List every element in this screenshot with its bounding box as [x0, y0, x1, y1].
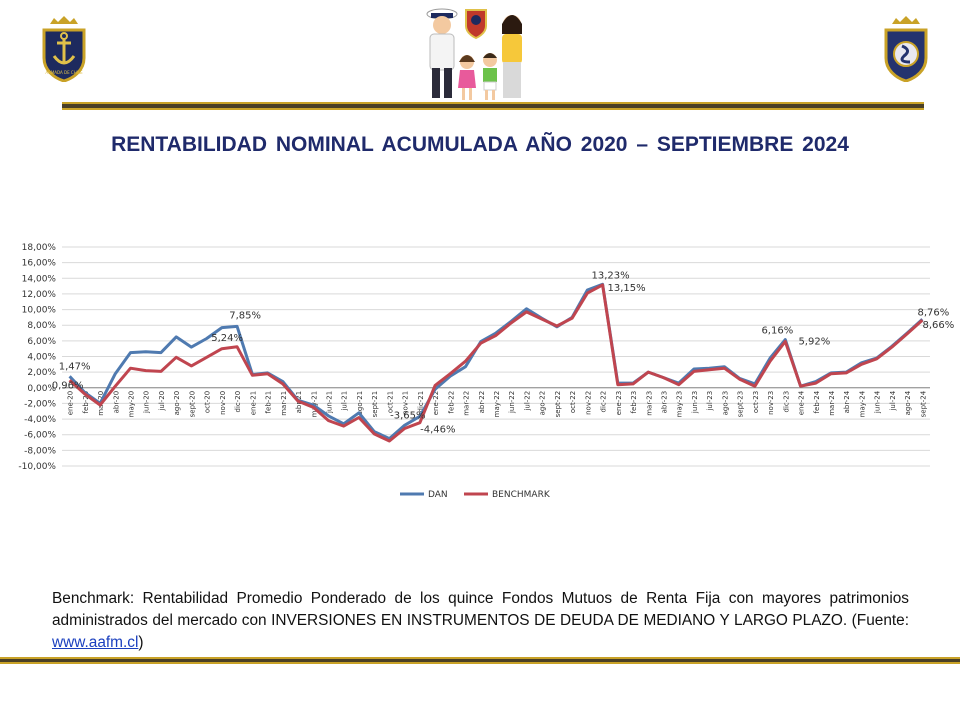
x-tick-label: feb-21 [265, 391, 273, 414]
header-divider [62, 102, 924, 110]
x-tick-label: may-22 [493, 391, 501, 418]
x-tick-label: dic-23 [782, 391, 790, 413]
y-tick-label: -10,00% [18, 462, 56, 472]
x-tick-label: oct-20 [204, 391, 212, 413]
x-tick-label: jul-22 [523, 391, 531, 412]
x-tick-label: jul-20 [158, 391, 166, 412]
y-tick-label: 12,00% [22, 290, 57, 300]
x-tick-label: ago-20 [173, 391, 181, 416]
x-tick-label: jun-21 [325, 391, 333, 414]
y-tick-label: 8,00% [27, 321, 56, 331]
y-tick-label: -4,00% [24, 415, 56, 425]
y-tick-label: 0,00% [27, 384, 56, 394]
x-tick-label: ene-20 [67, 391, 75, 415]
x-tick-label: dic-21 [417, 391, 425, 413]
x-tick-label: abr-23 [661, 391, 669, 414]
data-label: -4,46% [420, 425, 455, 436]
x-tick-label: jun-24 [874, 390, 882, 414]
data-label: 8,76% [917, 307, 949, 318]
navy-anchor-shield-icon: ARMADA DE CHILE [40, 16, 88, 83]
x-tick-label: sept-20 [188, 391, 196, 418]
page-title: RENTABILIDAD NOMINAL ACUMULADA AÑO 2020 … [111, 133, 849, 156]
x-tick-label: mar-21 [280, 391, 288, 416]
x-tick-label: nov-22 [584, 391, 592, 415]
x-tick-label: dic-22 [600, 391, 608, 413]
y-tick-label: 10,00% [22, 306, 57, 316]
x-tick-label: ene-23 [615, 391, 623, 415]
x-tick-label: mar-22 [463, 391, 471, 416]
x-tick-label: ago-22 [539, 391, 547, 416]
x-tick-label: ene-24 [798, 390, 806, 415]
x-tick-label: oct-22 [569, 391, 577, 413]
x-tick-label: mar-23 [645, 391, 653, 416]
x-tick-label: ago-24 [904, 390, 912, 415]
x-tick-label: ene-21 [249, 391, 257, 415]
x-tick-label: mar-24 [828, 390, 836, 416]
x-tick-label: ene-22 [432, 391, 440, 415]
x-tick-label: oct-23 [752, 391, 760, 413]
benchmark-footnote: Benchmark: Rentabilidad Promedio Pondera… [52, 588, 909, 654]
navy-family-illustration-icon [412, 4, 532, 102]
logo-left-text: ARMADA DE CHILE [45, 70, 83, 75]
data-label: -3,65% [390, 410, 425, 421]
data-label: 6,16% [761, 326, 793, 337]
y-tick-label: 14,00% [22, 274, 57, 284]
source-link[interactable]: www.aafm.cl [52, 634, 139, 651]
data-label: 0,96% [52, 380, 84, 391]
x-tick-label: jun-22 [508, 391, 516, 414]
y-tick-label: -2,00% [24, 399, 56, 409]
x-tick-label: abr-24 [843, 390, 851, 413]
footer-divider [0, 657, 960, 664]
x-tick-label: sept-21 [371, 391, 379, 418]
navy-seal-shield-icon [882, 16, 930, 83]
x-tick-label: jul-24 [889, 390, 897, 411]
x-tick-label: feb-20 [82, 391, 90, 414]
y-tick-label: 2,00% [27, 368, 56, 378]
x-tick-label: nov-21 [402, 391, 410, 415]
y-tick-label: 4,00% [27, 353, 56, 363]
data-label: 5,92% [798, 336, 830, 347]
x-tick-label: nov-23 [767, 391, 775, 415]
x-tick-label: sept-24 [919, 390, 927, 417]
y-tick-label: 16,00% [22, 259, 57, 269]
x-tick-label: jun-23 [691, 391, 699, 414]
y-tick-label: -6,00% [24, 431, 56, 441]
line-chart: 18,00% 16,00% 14,00% 12,00% 10,00% 8,00% 6,00%… [0, 230, 960, 510]
x-tick-label: sept-22 [554, 391, 562, 418]
x-tick-label: oct-21 [386, 391, 394, 413]
x-tick-label: may-20 [128, 391, 136, 418]
x-tick-label: feb-23 [630, 391, 638, 414]
x-tick-label: ago-21 [356, 391, 364, 416]
data-label: 13,15% [608, 283, 646, 294]
x-tick-label: feb-22 [447, 391, 455, 414]
data-label: 5,24% [211, 333, 243, 344]
x-tick-label: feb-24 [813, 390, 821, 413]
x-tick-label: dic-20 [234, 391, 242, 413]
legend-label-dan: DAN [428, 490, 448, 500]
x-tick-label: jun-20 [143, 391, 151, 414]
x-tick-label: abr-20 [112, 391, 120, 414]
data-label: 7,85% [229, 310, 261, 321]
x-tick-label: abr-22 [478, 391, 486, 414]
x-tick-label: nov-20 [219, 391, 227, 415]
data-label: 1,47% [59, 361, 91, 372]
x-tick-label: jul-21 [341, 391, 349, 412]
x-tick-label: may-24 [858, 390, 866, 417]
data-label: 13,23% [592, 270, 630, 281]
footnote-tail: ) [138, 634, 144, 651]
y-tick-label: 18,00% [22, 243, 57, 253]
data-label: 8,66% [922, 320, 954, 331]
x-tick-label: sept-23 [737, 391, 745, 418]
series-line-benchmark [68, 283, 924, 443]
x-tick-label: may-23 [676, 391, 684, 418]
legend-label-benchmark: BENCHMARK [492, 490, 551, 500]
footnote-text: Benchmark: Rentabilidad Promedio Pondera… [52, 590, 909, 629]
x-tick-label: ago-23 [721, 391, 729, 416]
x-tick-label: jul-23 [706, 391, 714, 412]
y-tick-label: 6,00% [27, 337, 56, 347]
y-tick-label: -8,00% [24, 446, 56, 456]
